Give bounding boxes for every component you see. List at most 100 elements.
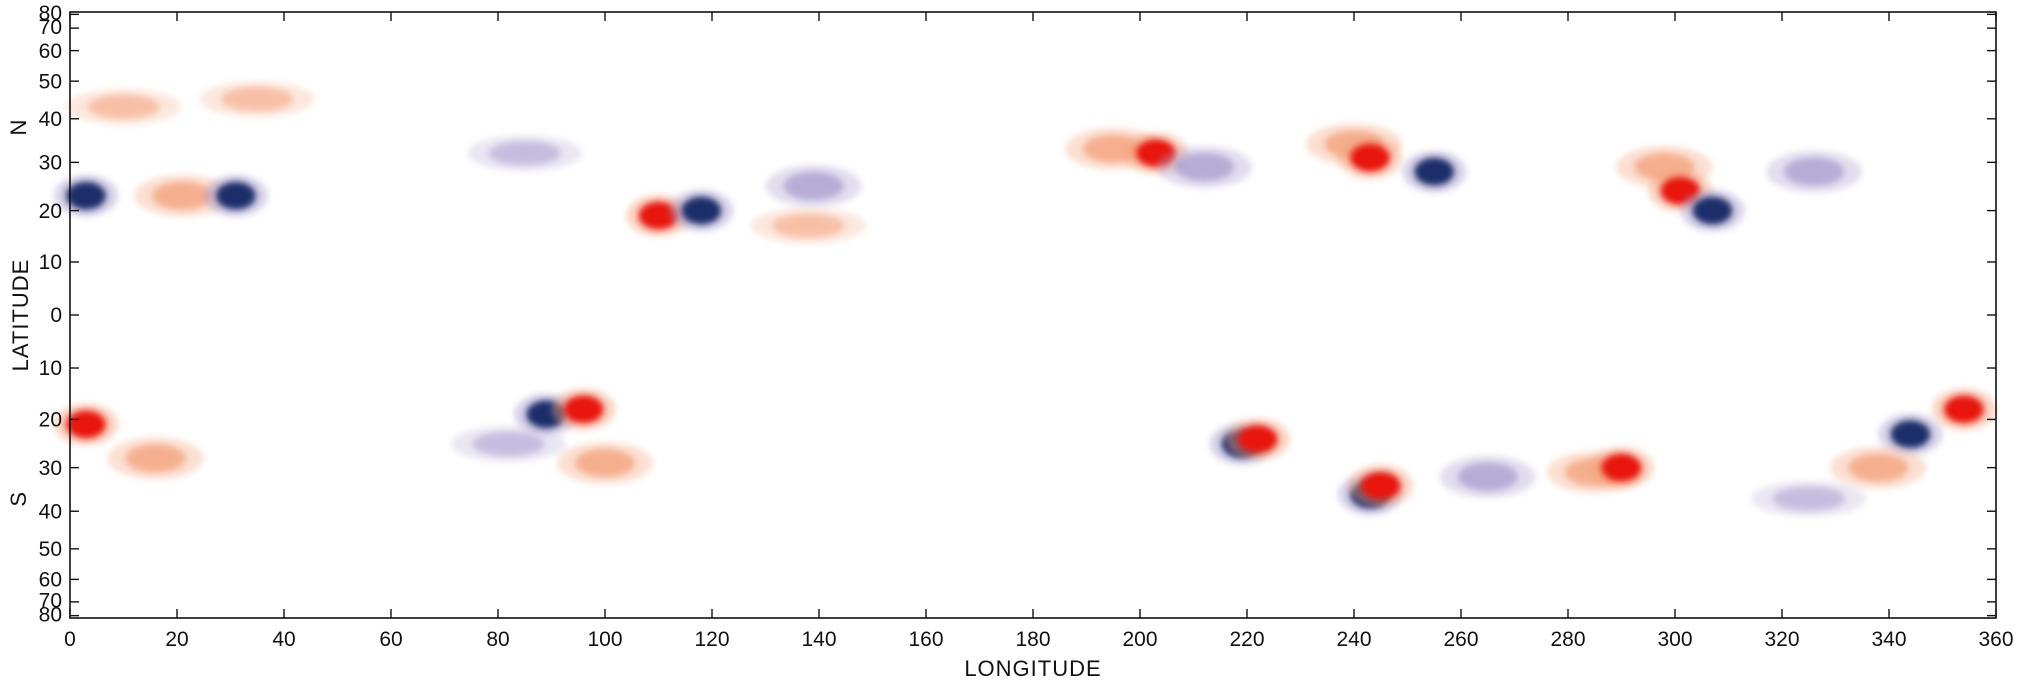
x-tick-label: 260 [1443,628,1478,651]
negative-flux-region [1402,150,1467,193]
region-core [1601,453,1642,482]
positive-flux-region [551,388,616,431]
y-tick-label: 80 [39,2,62,25]
y-tick-label: 60 [39,40,62,63]
negative-flux-region [203,174,268,217]
region-core [575,449,635,478]
north-hemisphere-label: N [6,119,31,136]
y-tick-label: 50 [39,70,62,93]
positive-flux-region [107,437,204,480]
y-tick-label: 50 [39,538,62,561]
region-core [125,444,186,473]
negative-flux-region [1878,413,1943,456]
y-tick-label: 20 [39,409,62,432]
y-tick-label: 40 [39,500,62,523]
region-core [1174,152,1235,181]
region-core [1237,425,1278,454]
plot-frame [69,11,1997,619]
x-tick-label: 140 [801,628,836,651]
y-tick-label: 10 [39,357,62,380]
region-core [152,181,213,210]
region-core [66,181,107,210]
region-core [87,94,160,119]
positive-flux-region [1338,136,1403,179]
x-tick-label: 0 [64,628,76,651]
x-tick-label: 120 [694,628,729,651]
x-tick-label: 340 [1871,628,1906,651]
x-tick-label: 40 [272,628,295,651]
x-tick-label: 300 [1657,628,1692,651]
region-core [472,432,545,457]
region-core [563,395,604,424]
region-core [488,141,561,166]
positive-flux-region [1830,446,1927,489]
y-tick-label: 20 [39,200,62,223]
x-axis: 0 20 40 60 80 100 120 140 160 180 200 220 240 260 280 3… [64,12,2014,651]
negative-flux-region [1156,145,1253,188]
y-tick-label: 60 [39,569,62,592]
x-tick-label: 160 [908,628,943,651]
positive-flux-region [65,88,182,125]
x-tick-label: 180 [1015,628,1050,651]
y-tick-label: 10 [39,251,62,274]
region-core [1848,453,1909,482]
region-core [1457,462,1518,491]
positive-flux-region [1348,464,1413,507]
x-tick-label: 280 [1550,628,1585,651]
positive-flux-region [1931,388,1996,431]
y-tick-label: 70 [39,590,62,613]
positive-flux-region [199,81,315,118]
y-tick-label: 80 [39,603,62,626]
region-core [1772,486,1845,511]
positive-flux-region [557,442,653,485]
positive-flux-region [54,403,119,446]
negative-flux-region [1680,189,1745,232]
positive-flux-region [1225,418,1290,461]
magnetic-regions [54,81,1996,517]
region-core [221,87,294,112]
y-tick-label: 70 [39,16,62,39]
x-tick-label: 100 [587,628,622,651]
region-core [772,213,845,238]
region-core [1414,157,1455,186]
negative-flux-region [467,135,583,172]
positive-flux-region [750,207,866,244]
region-core [215,181,256,210]
x-tick-label: 60 [379,628,402,651]
region-core [1360,471,1401,500]
negative-flux-region [54,174,119,217]
x-tick-label: 200 [1122,628,1157,651]
x-tick-label: 220 [1229,628,1264,651]
negative-flux-region [1751,480,1867,517]
x-tick-label: 20 [165,628,188,651]
region-core [783,171,844,200]
south-hemisphere-label: S [6,491,31,507]
x-tick-label: 320 [1764,628,1799,651]
negative-flux-region [1439,455,1536,498]
region-core [1350,143,1391,172]
x-tick-label: 240 [1336,628,1371,651]
region-core [66,410,107,439]
x-axis-title: LONGITUDE [964,656,1101,681]
region-core [1784,157,1845,186]
positive-flux-region [1589,446,1654,489]
x-tick-label: 360 [1978,628,2013,651]
negative-flux-region [1766,150,1863,193]
region-core [1943,395,1984,424]
region-core [1692,196,1733,225]
y-axis-title: LATITUDE [8,259,33,372]
region-core [681,196,722,225]
negative-flux-region [451,426,567,463]
region-core [1890,420,1931,449]
negative-flux-region [669,189,734,232]
region-core [638,201,679,230]
positive-flux-region [134,174,231,217]
y-tick-label: 0 [50,304,62,327]
y-tick-label: 30 [39,457,62,480]
negative-flux-region [765,164,862,207]
y-tick-label: 30 [39,152,62,175]
x-tick-label: 80 [486,628,509,651]
y-tick-label: 40 [39,108,62,131]
